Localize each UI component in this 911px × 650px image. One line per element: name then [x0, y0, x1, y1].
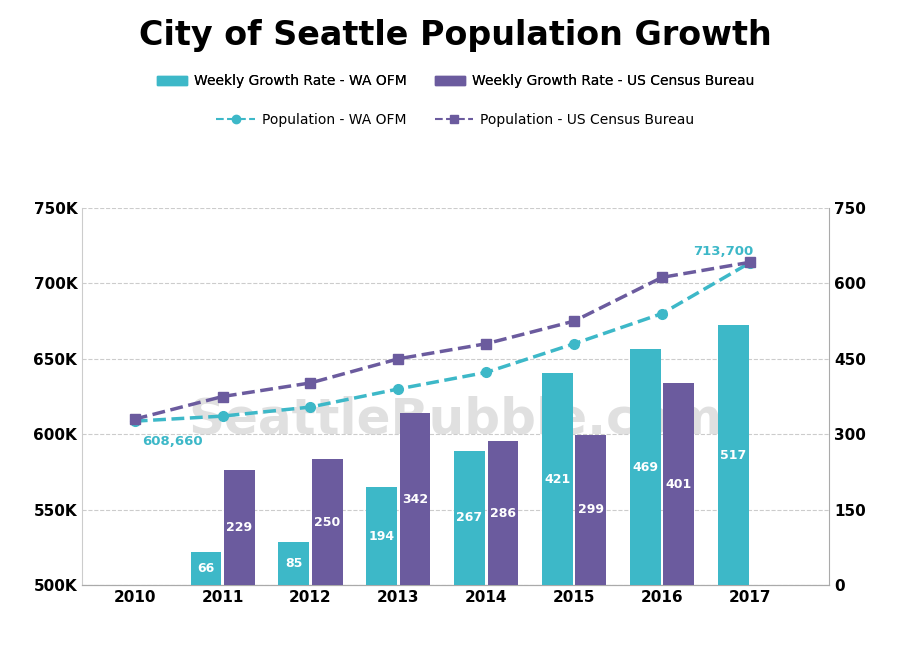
- Text: 713,700: 713,700: [692, 245, 753, 258]
- Bar: [542, 373, 573, 585]
- Bar: [366, 488, 397, 585]
- Bar: [487, 441, 518, 585]
- Text: 517: 517: [720, 448, 746, 461]
- Legend: Weekly Growth Rate - WA OFM, Weekly Growth Rate - US Census Bureau: Weekly Growth Rate - WA OFM, Weekly Grow…: [151, 69, 760, 94]
- Text: 286: 286: [490, 506, 516, 519]
- Text: 267: 267: [456, 512, 483, 525]
- Bar: [190, 552, 221, 585]
- Text: 469: 469: [632, 461, 659, 474]
- Text: 608,660: 608,660: [142, 436, 202, 448]
- Bar: [400, 413, 430, 585]
- Bar: [718, 325, 749, 585]
- Text: 342: 342: [402, 493, 428, 506]
- Text: 85: 85: [285, 557, 302, 570]
- Text: 421: 421: [544, 473, 570, 486]
- Bar: [576, 435, 606, 585]
- Text: 194: 194: [369, 530, 394, 543]
- Text: City of Seattle Population Growth: City of Seattle Population Growth: [139, 20, 772, 53]
- Bar: [312, 460, 343, 585]
- Text: SeattleBubble.com: SeattleBubble.com: [189, 395, 722, 443]
- Bar: [279, 542, 309, 585]
- Legend: Population - WA OFM, Population - US Census Bureau: Population - WA OFM, Population - US Cen…: [211, 108, 700, 133]
- Bar: [663, 384, 694, 585]
- Bar: [455, 451, 485, 585]
- Text: 229: 229: [226, 521, 252, 534]
- Bar: [224, 470, 255, 585]
- Text: 66: 66: [198, 562, 214, 575]
- Text: 299: 299: [578, 503, 604, 516]
- Text: 250: 250: [314, 515, 341, 528]
- Bar: [630, 349, 660, 585]
- Text: 401: 401: [666, 478, 691, 491]
